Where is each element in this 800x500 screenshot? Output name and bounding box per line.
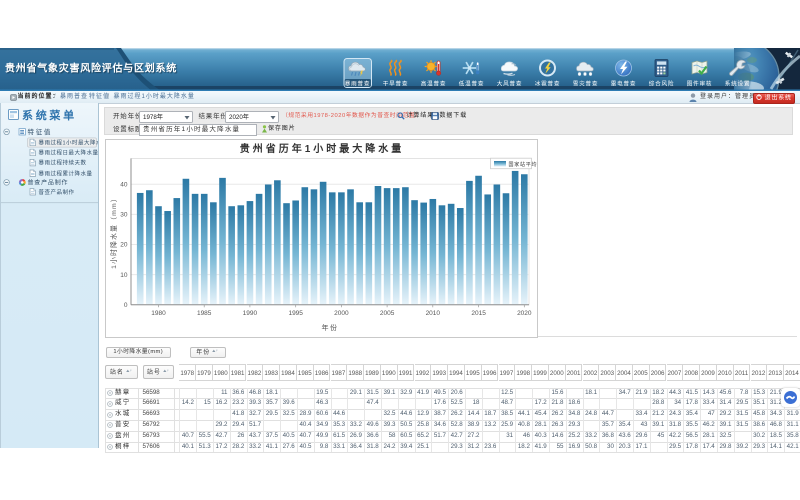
svg-text:1995: 1995 xyxy=(288,310,303,317)
svg-text:20: 20 xyxy=(120,242,128,249)
svg-text:1980: 1980 xyxy=(151,310,166,317)
svg-text:综合风险: 综合风险 xyxy=(649,79,675,87)
svg-text:低温普查: 低温普查 xyxy=(459,79,485,87)
svg-text:暴雨过程1小时最大降水量: 暴雨过程1小时最大降水量 xyxy=(39,139,99,147)
svg-text:1小时降水量（mm）: 1小时降水量（mm） xyxy=(109,194,118,269)
svg-text:40: 40 xyxy=(120,181,128,188)
svg-text:暴雨过程持续天数: 暴雨过程持续天数 xyxy=(39,159,87,167)
svg-text:贵州省历年1小时最大降水量: 贵州省历年1小时最大降水量 xyxy=(240,142,405,155)
svg-text:大风普查: 大风普查 xyxy=(497,79,523,87)
svg-text:暴雨过程累计降水量: 暴雨过程累计降水量 xyxy=(39,169,93,177)
svg-text:30: 30 xyxy=(120,212,128,219)
svg-text:雷电普查: 雷电普查 xyxy=(611,79,637,87)
svg-text:贵州省气象灾害风险评估与区划系统: 贵州省气象灾害风险评估与区划系统 xyxy=(5,62,177,75)
svg-text:年份: 年份 xyxy=(322,323,339,332)
svg-text:普查产品制作: 普查产品制作 xyxy=(39,188,75,196)
svg-text:暴雨普查: 暴雨普查 xyxy=(345,79,371,87)
svg-text:普查产品制作: 普查产品制作 xyxy=(28,178,69,186)
svg-text:雪灾普查: 雪灾普查 xyxy=(573,79,599,87)
svg-text:图件审核: 图件审核 xyxy=(687,79,713,87)
svg-text:2010: 2010 xyxy=(426,310,441,317)
svg-text:系统设置: 系统设置 xyxy=(725,79,751,87)
svg-text:2015: 2015 xyxy=(471,310,486,317)
svg-text:冰雹普查: 冰雹普查 xyxy=(535,79,561,87)
svg-text:高温普查: 高温普查 xyxy=(421,79,447,87)
svg-text:干旱普查: 干旱普查 xyxy=(383,79,409,87)
svg-text:1985: 1985 xyxy=(197,310,212,317)
svg-text:2000: 2000 xyxy=(334,310,349,317)
svg-text:特征值: 特征值 xyxy=(28,127,53,136)
svg-text:1990: 1990 xyxy=(243,310,258,317)
svg-text:国家站平均: 国家站平均 xyxy=(509,161,538,168)
svg-text:暴雨过程日最大降水量: 暴雨过程日最大降水量 xyxy=(39,149,99,157)
svg-text:0: 0 xyxy=(124,302,128,309)
svg-text:2020: 2020 xyxy=(517,310,532,317)
svg-text:2005: 2005 xyxy=(380,310,395,317)
svg-text:10: 10 xyxy=(120,272,128,279)
